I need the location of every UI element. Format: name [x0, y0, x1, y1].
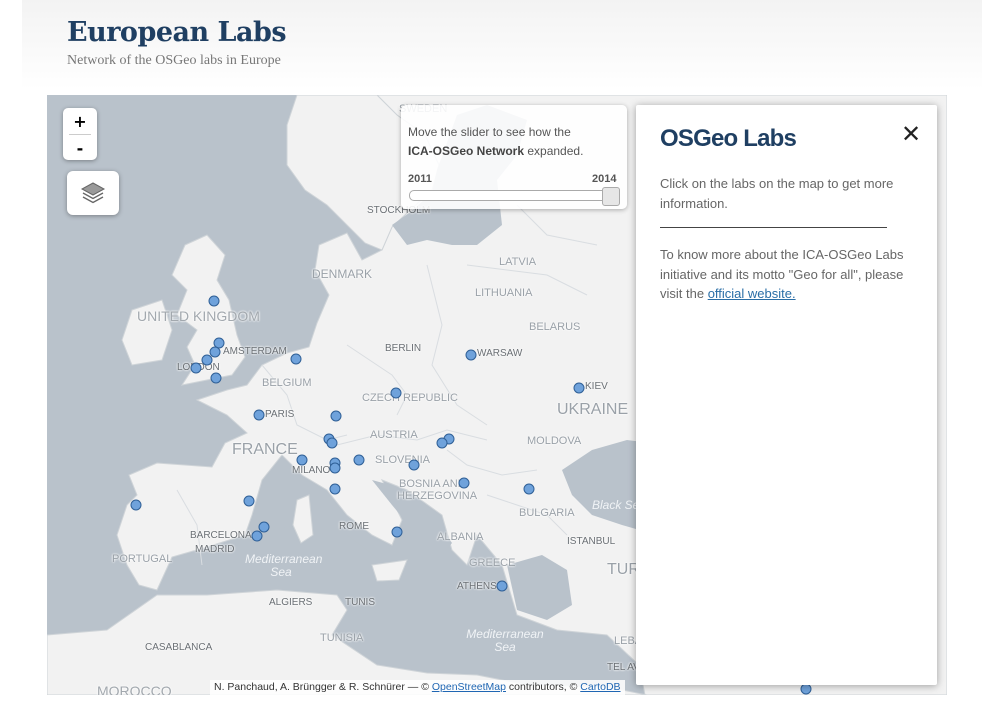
label-milano: MILANO: [292, 465, 330, 476]
layers-icon: [80, 181, 106, 205]
label-bosnia: BOSNIA AND: [399, 478, 466, 490]
lab-marker[interactable]: [391, 388, 402, 399]
label-lithuania: LITHUANIA: [475, 287, 532, 299]
label-ukraine: UKRAINE: [557, 401, 628, 419]
label-mediterranean-west: Mediterranean Sea: [245, 553, 317, 579]
lab-marker[interactable]: [437, 438, 448, 449]
label-athens: ATHENS: [457, 581, 497, 592]
lab-marker[interactable]: [209, 296, 220, 307]
lab-marker[interactable]: [254, 410, 265, 421]
attribution-authors: N. Panchaud, A. Brüngger & R. Schnürer —…: [214, 681, 432, 693]
label-belarus: BELARUS: [529, 321, 580, 333]
lab-marker[interactable]: [191, 363, 202, 374]
site-title: European Labs: [67, 17, 286, 48]
attribution-middle: contributors, ©: [506, 681, 580, 693]
label-tunis: TUNIS: [345, 597, 375, 608]
slider-text-after: expanded.: [524, 144, 583, 158]
lab-marker[interactable]: [524, 484, 535, 495]
label-moldova: MOLDOVA: [527, 435, 581, 447]
panel-more-info: To know more about the ICA-OSGeo Labs in…: [660, 245, 920, 304]
slider-track[interactable]: [409, 190, 619, 201]
lab-marker[interactable]: [297, 455, 308, 466]
official-website-link[interactable]: official website.: [708, 286, 796, 301]
zoom-out-button[interactable]: -: [63, 135, 97, 161]
label-kiev: KIEV: [585, 381, 608, 392]
label-amsterdam: AMSTERDAM: [223, 346, 287, 357]
label-paris: PARIS: [265, 409, 294, 420]
label-albania: ALBANIA: [437, 531, 483, 543]
close-icon[interactable]: ✕: [900, 121, 922, 147]
label-france: FRANCE: [232, 441, 298, 459]
label-algiers: ALGIERS: [269, 597, 312, 608]
lab-marker[interactable]: [202, 355, 213, 366]
cartodb-link[interactable]: CartoDB: [580, 681, 620, 693]
zoom-control: + -: [63, 108, 97, 160]
label-united-kingdom: UNITED KINGDOM: [137, 308, 260, 324]
lab-marker[interactable]: [330, 484, 341, 495]
label-greece: GREECE: [469, 557, 515, 569]
label-rome: ROME: [339, 521, 369, 532]
slider-year-min: 2011: [408, 173, 432, 185]
slider-description: Move the slider to see how the ICA-OSGeo…: [408, 123, 618, 161]
zoom-in-button[interactable]: +: [63, 108, 97, 134]
label-bulgaria: BULGARIA: [519, 507, 575, 519]
lab-marker[interactable]: [244, 496, 255, 507]
label-czech-republic: CZECH REPUBLIC: [362, 392, 458, 404]
label-casablanca: CASABLANCA: [145, 642, 212, 653]
label-morocco: MOROCCO: [97, 683, 172, 695]
label-denmark: DENMARK: [312, 267, 372, 281]
label-austria: AUSTRIA: [370, 429, 418, 441]
lab-marker[interactable]: [466, 350, 477, 361]
lab-marker[interactable]: [497, 581, 508, 592]
lab-marker[interactable]: [131, 500, 142, 511]
lab-marker[interactable]: [392, 527, 403, 538]
lab-marker[interactable]: [330, 463, 341, 474]
label-madrid: MADRID: [195, 544, 234, 555]
label-mediterranean-west-line2: Sea: [245, 566, 317, 579]
label-herzegovina: HERZEGOVINA: [397, 490, 477, 502]
layers-button[interactable]: [67, 171, 119, 215]
lab-marker[interactable]: [327, 438, 338, 449]
panel-divider: [660, 227, 887, 228]
label-latvia: LATVIA: [499, 256, 536, 268]
lab-marker[interactable]: [354, 455, 365, 466]
label-portugal: PORTUGAL: [112, 553, 172, 565]
lab-marker[interactable]: [459, 478, 470, 489]
lab-marker[interactable]: [801, 684, 812, 695]
label-mediterranean-east-line2: Sea: [455, 641, 555, 654]
slider-network-name: ICA-OSGeo Network: [408, 144, 524, 158]
slider-text-before: Move the slider to see how the: [408, 125, 571, 139]
lab-marker[interactable]: [574, 383, 585, 394]
label-slovenia: SLOVENIA: [375, 454, 430, 466]
label-barcelona: BARCELONA: [190, 530, 252, 541]
openstreetmap-link[interactable]: OpenStreetMap: [432, 681, 506, 693]
label-berlin: BERLIN: [385, 343, 421, 354]
lab-marker[interactable]: [331, 411, 342, 422]
label-turkey: TUR: [607, 561, 640, 579]
map-attribution: N. Panchaud, A. Brüngger & R. Schnürer —…: [210, 680, 625, 695]
lab-marker[interactable]: [211, 373, 222, 384]
lab-marker[interactable]: [252, 531, 263, 542]
lab-marker[interactable]: [291, 354, 302, 365]
slider-year-max: 2014: [592, 173, 616, 185]
label-istanbul: ISTANBUL: [567, 536, 615, 547]
label-tunisia: TUNISIA: [320, 632, 363, 644]
label-warsaw: WARSAW: [477, 348, 522, 359]
panel-intro: Click on the labs on the map to get more…: [660, 174, 920, 213]
site-subtitle: Network of the OSGeo labs in Europe: [67, 53, 281, 69]
slider-handle[interactable]: [602, 187, 620, 206]
label-mediterranean-east: Mediterranean Sea: [455, 628, 555, 654]
lab-marker[interactable]: [409, 460, 420, 471]
panel-title: OSGeo Labs: [660, 125, 796, 153]
time-slider-panel: Move the slider to see how the ICA-OSGeo…: [401, 105, 627, 209]
info-panel: OSGeo Labs ✕ Click on the labs on the ma…: [636, 105, 937, 685]
label-belgium: BELGIUM: [262, 377, 312, 389]
